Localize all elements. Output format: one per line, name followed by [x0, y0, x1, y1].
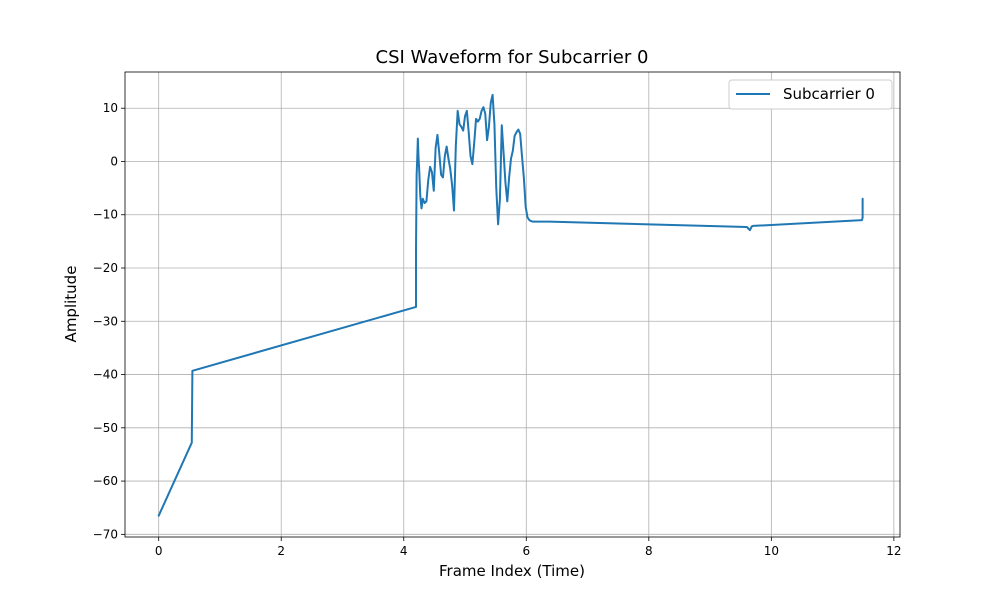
x-tick-label: 8 — [645, 544, 653, 558]
x-tick-label: 10 — [764, 544, 779, 558]
y-tick-label: 0 — [110, 154, 118, 168]
y-tick-label: −10 — [93, 208, 118, 222]
y-tick-label: −40 — [93, 368, 118, 382]
legend-box — [728, 79, 893, 110]
y-tick-label: 10 — [103, 101, 118, 115]
y-tick-label: −30 — [93, 314, 118, 328]
chart-title: CSI Waveform for Subcarrier 0 — [376, 47, 649, 68]
y-tick-label: −50 — [93, 421, 118, 435]
y-tick-label: −70 — [93, 527, 118, 541]
y-tick-label: −20 — [93, 261, 118, 275]
x-tick-label: 6 — [522, 544, 530, 558]
x-tick-label: 4 — [400, 544, 408, 558]
plot-frame — [124, 71, 901, 538]
legend: Subcarrier 0 — [728, 79, 893, 110]
series-layer — [157, 93, 864, 517]
series-line-0 — [157, 93, 864, 517]
legend-label: Subcarrier 0 — [783, 85, 875, 103]
axis-ticks: 0 2 4 6 8 10 12 −70 −60 −50 −40 −30 −20 −10 0 10 — [93, 101, 902, 558]
x-axis-label: Frame Index (Time) — [439, 562, 585, 580]
x-tick-label: 12 — [886, 544, 901, 558]
x-tick-label: 0 — [155, 544, 163, 558]
y-axis-label: Amplitude — [62, 266, 80, 343]
x-tick-label: 2 — [277, 544, 285, 558]
y-tick-label: −60 — [93, 474, 118, 488]
grid — [125, 72, 900, 537]
